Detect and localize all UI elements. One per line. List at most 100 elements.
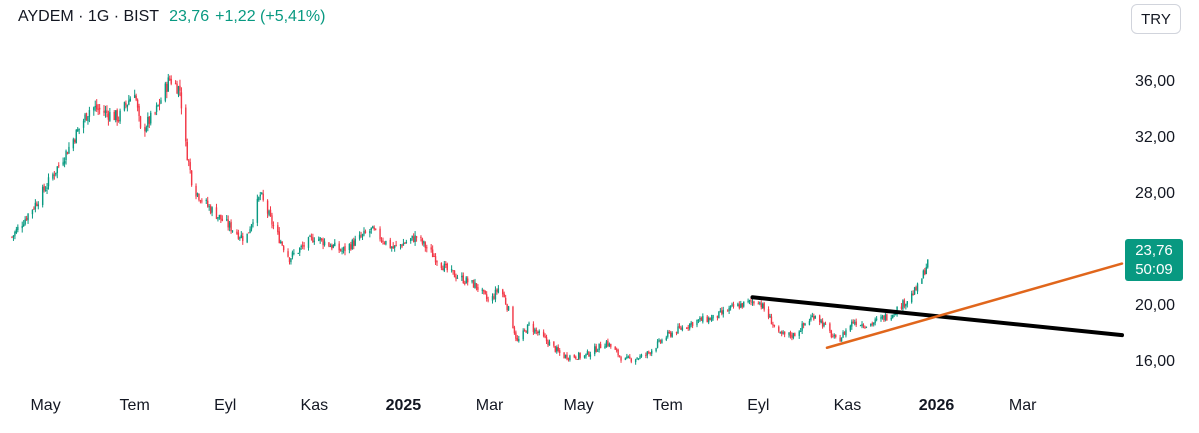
candle-up xyxy=(82,120,85,128)
currency-button[interactable]: TRY xyxy=(1131,4,1181,34)
candle-up xyxy=(875,318,878,320)
candle-up xyxy=(569,355,571,360)
candle-up xyxy=(56,166,58,173)
candle-down xyxy=(912,293,914,296)
candle-up xyxy=(699,317,701,320)
candle-up xyxy=(762,303,764,309)
candle-down xyxy=(772,324,774,326)
candle-up xyxy=(719,310,722,312)
candle-down xyxy=(687,327,689,329)
candle-down xyxy=(691,322,694,326)
candle-down xyxy=(138,106,140,117)
candle-up xyxy=(865,326,868,328)
x-tick-label: Eyl xyxy=(214,397,237,414)
candle-up xyxy=(293,253,295,255)
candle-down xyxy=(741,303,743,308)
candle-up xyxy=(217,217,219,220)
candle-down xyxy=(58,165,60,167)
candle-down xyxy=(350,244,352,250)
candle-up xyxy=(75,129,77,144)
candle-down xyxy=(170,78,172,84)
candle-down xyxy=(262,193,264,200)
candle-down xyxy=(475,283,478,288)
candle-down xyxy=(227,219,229,228)
candle-down xyxy=(331,244,333,249)
candle-up xyxy=(109,112,111,121)
candle-down xyxy=(487,299,489,301)
candle-up xyxy=(922,270,925,279)
candle-down xyxy=(433,256,435,258)
candle-up xyxy=(788,332,790,335)
candle-up xyxy=(707,317,710,323)
candle-up xyxy=(491,296,494,301)
candle-up xyxy=(538,330,540,333)
candle-up xyxy=(354,238,356,246)
x-tick-label: Tem xyxy=(119,397,150,414)
candle-down xyxy=(542,331,545,337)
candle-down xyxy=(431,249,434,258)
x-tick-label: May xyxy=(30,397,61,414)
candle-down xyxy=(780,331,783,334)
candle-down xyxy=(506,304,508,310)
candle-down xyxy=(328,242,330,247)
candle-down xyxy=(607,340,609,346)
candle-up xyxy=(728,307,730,311)
candle-down xyxy=(472,280,475,288)
candle-down xyxy=(515,332,517,339)
candle-down xyxy=(452,270,454,272)
candle-up xyxy=(598,343,600,351)
candle-down xyxy=(544,336,546,338)
candle-down xyxy=(201,200,203,202)
candle-up xyxy=(874,319,876,323)
candle-down xyxy=(485,294,488,300)
candle-up xyxy=(370,227,372,230)
candle-down xyxy=(85,113,88,121)
candle-up xyxy=(859,325,862,327)
candle-down xyxy=(383,242,386,244)
candle-down xyxy=(236,231,238,234)
candle-down xyxy=(547,340,549,346)
candle-down xyxy=(610,343,612,347)
candle-up xyxy=(589,354,592,357)
candle-up xyxy=(65,150,67,161)
candle-down xyxy=(188,160,190,162)
candle-up xyxy=(916,283,919,292)
candle-down xyxy=(271,215,273,225)
candle-up xyxy=(231,230,234,232)
candle-down xyxy=(136,99,139,108)
candle-down xyxy=(339,249,342,251)
candle-up xyxy=(246,233,248,243)
candle-down xyxy=(281,242,283,246)
candle-down xyxy=(783,331,786,335)
candle-up xyxy=(334,242,336,247)
candle-down xyxy=(709,317,711,321)
candle-down xyxy=(835,334,837,337)
candle-down xyxy=(135,95,137,100)
candle-up xyxy=(640,354,643,357)
candle-down xyxy=(462,275,465,284)
candle-down xyxy=(824,323,827,325)
candle-up xyxy=(15,229,18,234)
candle-down xyxy=(532,323,535,332)
candle-down xyxy=(195,185,197,197)
candle-up xyxy=(240,234,243,238)
candle-up xyxy=(14,231,16,236)
candle-down xyxy=(380,240,383,242)
candle-down xyxy=(726,310,729,312)
candle-down xyxy=(738,304,741,309)
candle-down xyxy=(843,331,846,335)
candle-up xyxy=(299,247,301,253)
candle-up xyxy=(747,300,749,302)
candle-up xyxy=(17,226,19,231)
candle-down xyxy=(53,174,56,176)
candle-up xyxy=(342,247,345,251)
candle-up xyxy=(880,316,882,320)
candle-up xyxy=(208,206,210,208)
candle-down xyxy=(620,357,622,361)
candle-down xyxy=(412,236,415,242)
candle-down xyxy=(757,303,760,305)
last-price: 23,76 xyxy=(169,8,210,25)
x-tick-label: May xyxy=(563,397,594,414)
